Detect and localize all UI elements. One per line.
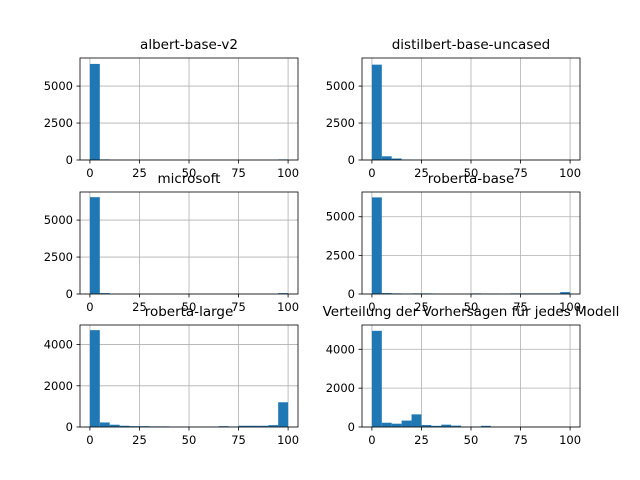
x-tick-label: 100: [559, 433, 581, 447]
histogram-bar: [129, 426, 140, 427]
x-tick-label: 100: [277, 300, 299, 314]
histogram-bar: [89, 330, 100, 427]
histogram-bar: [89, 63, 100, 161]
y-tick-label: 5000: [326, 79, 355, 93]
histogram-bar: [411, 414, 422, 427]
histogram-bar: [381, 156, 392, 160]
histogram-bar: [401, 420, 412, 427]
y-tick-label: 0: [348, 420, 355, 434]
subplot-title: albert-base-v2: [140, 37, 238, 53]
y-tick-label: 2500: [44, 250, 73, 264]
y-tick-label: 2500: [326, 116, 355, 130]
histogram-bar: [480, 425, 491, 427]
histogram-bar: [371, 330, 382, 427]
histogram-bar: [248, 425, 259, 427]
histogram-bar: [421, 425, 432, 427]
y-tick-label: 0: [348, 153, 355, 167]
histogram-bar: [371, 64, 382, 160]
subplot-title: distilbert-base-uncased: [392, 37, 551, 53]
histogram-bar: [268, 425, 279, 427]
x-tick-label: 0: [86, 433, 93, 447]
x-tick-label: 0: [368, 433, 375, 447]
y-tick-label: 5000: [44, 79, 73, 93]
y-tick-label: 5000: [44, 213, 73, 227]
histogram-bar: [278, 402, 289, 427]
x-tick-label: 50: [464, 166, 479, 180]
x-tick-label: 25: [132, 300, 147, 314]
y-tick-label: 2000: [44, 379, 73, 393]
y-tick-label: 2000: [326, 381, 355, 395]
x-tick-label: 50: [464, 300, 479, 314]
x-tick-label: 100: [559, 166, 581, 180]
x-tick-label: 75: [513, 166, 528, 180]
x-tick-label: 50: [464, 433, 479, 447]
x-tick-label: 25: [414, 300, 429, 314]
x-tick-label: 25: [414, 433, 429, 447]
histogram-bar: [139, 426, 150, 427]
subplot-title: roberta-base: [428, 171, 515, 187]
x-tick-label: 0: [86, 166, 93, 180]
y-tick-label: 0: [66, 153, 73, 167]
subplot-5: 0 25 50 75 100 0 2000 4000 roberta-large: [44, 304, 299, 447]
histogram-bar: [119, 425, 130, 427]
x-tick-label: 0: [368, 300, 375, 314]
y-tick-label: 0: [66, 287, 73, 301]
histogram-bar: [391, 423, 402, 427]
y-tick-label: 5000: [326, 210, 355, 224]
x-tick-label: 100: [277, 166, 299, 180]
histogram-bar: [451, 425, 462, 427]
histogram-bar: [218, 426, 229, 427]
y-tick-label: 2500: [326, 248, 355, 262]
histogram-bar: [258, 425, 269, 427]
x-tick-label: 100: [277, 433, 299, 447]
x-tick-label: 50: [182, 166, 197, 180]
y-tick-label: 4000: [326, 342, 355, 356]
histogram-bar: [371, 197, 382, 294]
histogram-bar: [89, 197, 100, 294]
y-tick-label: 2500: [44, 116, 73, 130]
histogram-bar: [391, 158, 402, 160]
histogram-bar: [560, 292, 571, 294]
x-tick-label: 75: [231, 300, 246, 314]
subplot-2: 0 25 50 75 100 0 2500 5000 distilbert-base-uncas…: [326, 37, 581, 180]
histogram-bar: [99, 293, 110, 294]
subplot-4: 0 25 50 75 100 0 2500 5000 roberta-base: [326, 171, 581, 314]
x-tick-label: 25: [414, 166, 429, 180]
y-tick-label: 0: [66, 420, 73, 434]
histogram-bar: [381, 422, 392, 427]
x-tick-label: 0: [86, 300, 93, 314]
subplot-title: microsoft: [158, 171, 221, 187]
x-tick-label: 0: [368, 166, 375, 180]
subplot-title: roberta-large: [145, 304, 234, 320]
x-tick-label: 50: [182, 433, 197, 447]
subplot-3: 0 25 50 75 100 0 2500 5000 microsoft: [44, 171, 299, 314]
subplot-1: 0 25 50 75 100 0 2500 5000 albert-base-v2: [44, 37, 299, 180]
x-tick-label: 75: [513, 300, 528, 314]
y-tick-label: 4000: [44, 338, 73, 352]
x-tick-label: 75: [513, 433, 528, 447]
histogram-bar: [381, 293, 392, 294]
x-tick-label: 75: [231, 433, 246, 447]
x-tick-label: 50: [182, 300, 197, 314]
y-tick-label: 0: [348, 287, 355, 301]
x-tick-label: 75: [231, 166, 246, 180]
x-tick-label: 25: [132, 166, 147, 180]
histogram-bar: [278, 293, 289, 294]
subplot-6: 0 25 50 75 100 0 2000 4000 Verteilung der Vorher…: [323, 304, 620, 447]
histogram-bar: [99, 422, 110, 427]
subplot-title: Verteilung der Vorhersagen für jedes Mod…: [323, 304, 620, 320]
histogram-bar: [441, 424, 452, 427]
histogram-bar: [109, 424, 120, 427]
histogram-bar: [431, 425, 442, 427]
x-tick-label: 25: [132, 433, 147, 447]
x-tick-label: 100: [559, 300, 581, 314]
histogram-bar: [238, 425, 249, 427]
